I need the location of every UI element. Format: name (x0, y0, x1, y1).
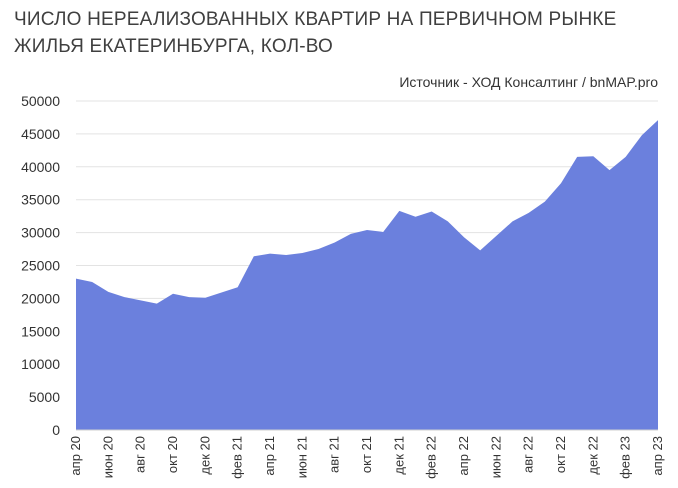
chart-source: Источник - ХОД Консалтинг / bnMAP.pro (399, 74, 658, 90)
x-tick-label: авг 20 (133, 436, 148, 473)
y-tick-label: 5000 (29, 389, 60, 405)
x-tick-label: июн 21 (294, 436, 309, 478)
x-tick-label: окт 20 (165, 436, 180, 473)
x-tick-label: авг 22 (521, 436, 536, 473)
x-tick-labels: апр 20 июн 20 авг 20 окт 20 дек 20 фев 21 апр … (68, 436, 665, 479)
x-tick-label: дек 22 (585, 436, 600, 475)
area-series (76, 120, 658, 430)
x-tick-label: апр 21 (262, 436, 277, 476)
y-tick-label: 30000 (21, 225, 60, 241)
area-series-fill (76, 120, 658, 430)
x-tick-label: фев 23 (618, 436, 633, 479)
x-tick-label: фев 21 (230, 436, 245, 479)
y-tick-label: 20000 (21, 290, 60, 306)
y-tick-labels: 0 5000 10000 15000 20000 25000 30000 35000 40000… (21, 93, 60, 438)
x-tick-label: июн 20 (100, 436, 115, 478)
y-tick-label: 10000 (21, 356, 60, 372)
y-tick-label: 40000 (21, 159, 60, 175)
x-tick-label: фев 22 (424, 436, 439, 479)
y-tick-label: 0 (52, 422, 60, 438)
x-tick-label: апр 20 (68, 436, 83, 476)
y-tick-label: 45000 (21, 126, 60, 142)
x-tick-label: апр 23 (650, 436, 665, 476)
x-tick-label: дек 21 (391, 436, 406, 475)
x-tick-label: авг 21 (327, 436, 342, 473)
chart-title-line-1: ЧИСЛО НЕРЕАЛИЗОВАННЫХ КВАРТИР НА ПЕРВИЧН… (14, 9, 617, 30)
y-tick-label: 25000 (21, 258, 60, 274)
y-tick-label: 50000 (21, 93, 60, 109)
x-tick-label: окт 22 (553, 436, 568, 473)
x-tick-label: дек 20 (197, 436, 212, 475)
x-tick-label: апр 22 (456, 436, 471, 476)
chart-title: ЧИСЛО НЕРЕАЛИЗОВАННЫХ КВАРТИР НА ПЕРВИЧН… (14, 6, 664, 60)
x-tick-label: июн 22 (488, 436, 503, 478)
y-tick-label: 15000 (21, 323, 60, 339)
chart-title-line-2: ЖИЛЬЯ ЕКАТЕРИНБУРГА, КОЛ-ВО (14, 36, 334, 57)
x-tick-label: окт 21 (359, 436, 374, 473)
y-tick-label: 35000 (21, 192, 60, 208)
